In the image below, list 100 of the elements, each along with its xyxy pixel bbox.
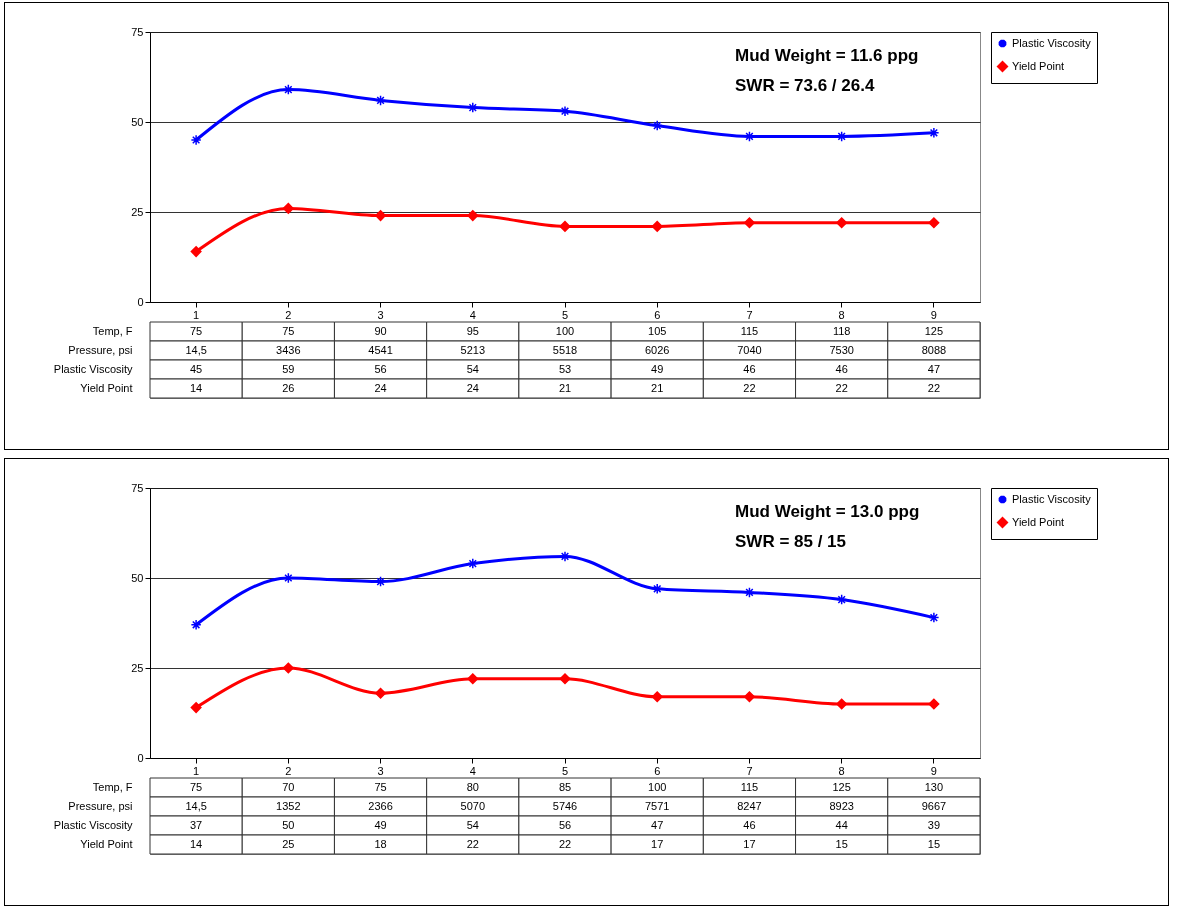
annotation: SWR = 85 / 15 (735, 532, 847, 551)
annotation: Mud Weight = 13.0 ppg (735, 502, 920, 521)
text: 125 (832, 780, 851, 793)
point (743, 691, 755, 703)
text: 5070 (460, 799, 486, 812)
data-label: 47 (651, 818, 664, 831)
text: 7040 (737, 343, 762, 356)
x-tick-label: 2 (285, 308, 292, 321)
text: 8088 (921, 343, 947, 356)
y-tick-label: 50 (131, 115, 144, 128)
data-label: 21 (651, 381, 664, 394)
text: 105 (648, 324, 667, 337)
data-label: 37 (189, 818, 203, 831)
point (375, 94, 387, 106)
y-tick-label: 75 (131, 25, 144, 38)
y-tick-label: 25 (131, 205, 144, 218)
data-label: 14 (189, 381, 203, 394)
text: 75 (374, 780, 387, 793)
data-label: 25 (282, 837, 295, 850)
data-label: 39 (927, 818, 941, 831)
text: 90 (374, 324, 387, 337)
text: 8923 (829, 799, 854, 812)
text: 118 (832, 324, 851, 337)
point (743, 217, 755, 229)
legend-label: Plastic Viscosity (1012, 36, 1092, 49)
data-label: 54 (466, 818, 479, 831)
data-label: 15 (835, 837, 848, 850)
text: 125 (924, 324, 944, 337)
x-tick-label: 1 (193, 764, 200, 777)
y-tick-label: 0 (137, 751, 144, 764)
text: 85 (558, 780, 572, 793)
x-tick-label: 8 (838, 764, 845, 777)
y-tick-label: 50 (131, 571, 144, 584)
data-label: 46 (743, 818, 756, 831)
text: 75 (282, 324, 295, 337)
legend-label: Plastic Viscosity (1012, 492, 1092, 505)
point (743, 586, 755, 598)
data-label: 22 (558, 837, 572, 850)
text: 4541 (368, 343, 393, 356)
data-label: 56 (558, 818, 572, 831)
data-label: 22 (743, 381, 756, 394)
data-label: 22 (835, 381, 848, 394)
point (467, 102, 479, 114)
data-label: 56 (374, 362, 387, 375)
text: 3436 (276, 343, 301, 356)
data-label: 18 (374, 837, 387, 850)
text: Temp, F (92, 324, 133, 337)
text: 115 (740, 324, 759, 337)
legend-label: Yield Point (1012, 515, 1065, 528)
text: 100 (648, 780, 667, 793)
point (928, 698, 940, 710)
point (282, 84, 294, 96)
text: 7530 (829, 343, 854, 356)
data-label: 22 (466, 837, 479, 850)
y-tick-label: 25 (131, 661, 144, 674)
y-tick-label: 75 (131, 481, 144, 494)
x-tick-label: 5 (561, 308, 569, 321)
data-label: 44 (835, 818, 848, 831)
x-tick-label: 9 (930, 764, 937, 777)
text: Temp, F (92, 780, 133, 793)
data-label: 17 (651, 837, 664, 850)
data-label: 54 (466, 362, 479, 375)
x-tick-label: 3 (377, 764, 384, 777)
point (190, 134, 202, 146)
point (836, 698, 848, 710)
annotation: SWR = 73.6 / 26.4 (735, 76, 875, 95)
text: 2366 (368, 799, 393, 812)
data-label: 47 (927, 362, 941, 375)
x-tick-label: 9 (930, 308, 937, 321)
text: Plastic Viscosity (53, 818, 133, 831)
point (375, 687, 387, 699)
text: 130 (924, 780, 944, 793)
x-tick-label: 5 (561, 764, 569, 777)
data-label: 24 (374, 381, 387, 394)
data-label: 45 (189, 362, 203, 375)
data-label: 59 (282, 362, 295, 375)
x-tick-label: 6 (654, 308, 661, 321)
point (559, 673, 571, 685)
text: 80 (466, 780, 479, 793)
text: 7571 (644, 799, 670, 812)
data-label: 22 (927, 381, 941, 394)
text: 75 (189, 780, 203, 793)
data-label: 46 (835, 362, 848, 375)
point (190, 702, 202, 714)
text: 115 (740, 780, 759, 793)
data-label: 24 (466, 381, 479, 394)
data-label: 26 (282, 381, 295, 394)
text: 5213 (460, 343, 486, 356)
point (467, 673, 479, 685)
text: 14,5 (185, 343, 207, 356)
text: 5746 (552, 799, 578, 812)
text: 14,5 (185, 799, 207, 812)
x-tick-label: 2 (285, 764, 292, 777)
text: 70 (282, 780, 295, 793)
text: 1352 (276, 799, 301, 812)
x-tick-label: 4 (469, 764, 476, 777)
point (190, 246, 202, 258)
data-label: 46 (743, 362, 756, 375)
text: 6026 (644, 343, 670, 356)
data-label: 21 (558, 381, 572, 394)
